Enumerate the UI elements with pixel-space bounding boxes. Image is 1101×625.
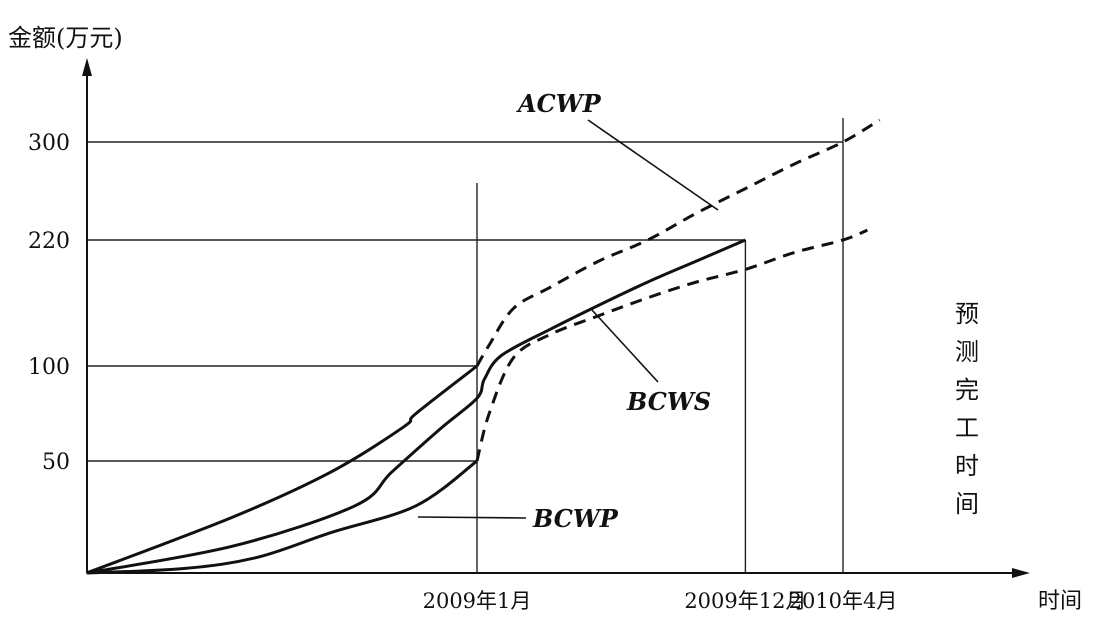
side-note-char: 完: [955, 376, 979, 404]
leader-acwp: [587, 119, 719, 211]
side-note-char: 工: [955, 414, 979, 442]
leader-bcws: [591, 309, 659, 383]
side-note-char: 预: [955, 300, 979, 328]
series-bcwp-actual: [86, 459, 478, 575]
side-note-char: 间: [955, 490, 979, 518]
x-axis-label: 时间: [1038, 589, 1082, 614]
x-tick-label: 2010年4月: [789, 589, 898, 613]
y-axis-arrow: [82, 58, 92, 76]
side-note-char: 测: [955, 338, 979, 366]
series-bcwp-forecast: [475, 228, 868, 462]
series-acwp-forecast: [475, 118, 881, 367]
series-acwp-actual: [86, 364, 478, 575]
x-axis-arrow: [1012, 568, 1030, 578]
series-label-leaders: [417, 119, 719, 519]
axes: [82, 58, 1030, 578]
y-axis-label: 金额(万元): [8, 24, 123, 52]
side-note-char: 时: [955, 452, 979, 480]
leader-bcwp: [417, 516, 527, 519]
x-tick-label: 2009年1月: [423, 589, 532, 613]
series-label-bcws: BCWS: [626, 387, 711, 416]
y-tick-label: 220: [28, 229, 70, 254]
y-tick-label: 50: [42, 450, 70, 475]
y-tick-label: 100: [28, 355, 70, 380]
y-tick-label: 300: [28, 131, 70, 156]
gridlines: [87, 118, 844, 573]
series-label-acwp: ACWP: [516, 89, 602, 118]
series-label-bcwp: BCWP: [532, 504, 619, 533]
x-tick-label: 2009年12月: [684, 589, 806, 613]
series-bcws-actual: [86, 238, 746, 575]
